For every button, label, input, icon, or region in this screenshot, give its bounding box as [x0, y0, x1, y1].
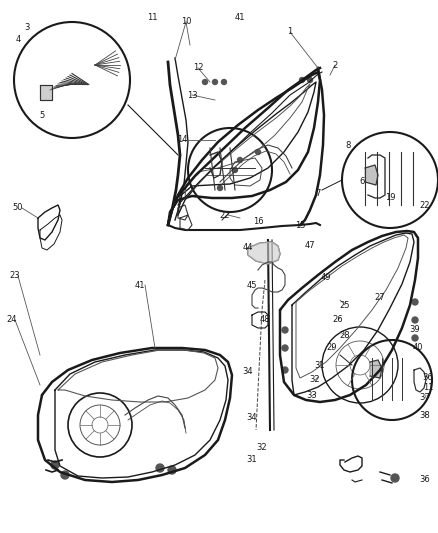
Text: 26: 26: [333, 316, 343, 325]
Text: 33: 33: [307, 392, 318, 400]
Circle shape: [156, 464, 164, 472]
Circle shape: [212, 79, 218, 85]
Text: 45: 45: [247, 280, 257, 289]
Text: 32: 32: [257, 443, 267, 453]
Text: 38: 38: [420, 410, 431, 419]
Text: 37: 37: [420, 393, 431, 402]
Text: 34: 34: [247, 414, 257, 423]
Circle shape: [282, 327, 288, 333]
Text: 15: 15: [295, 221, 305, 230]
Text: 41: 41: [235, 13, 245, 22]
Circle shape: [307, 77, 312, 83]
Text: 13: 13: [187, 91, 197, 100]
Text: 29: 29: [327, 343, 337, 352]
Circle shape: [168, 466, 176, 474]
Text: 47: 47: [305, 240, 315, 249]
Text: 32: 32: [310, 376, 320, 384]
Text: 31: 31: [314, 360, 325, 369]
Text: 44: 44: [243, 244, 253, 253]
Circle shape: [222, 79, 226, 85]
Text: 25: 25: [340, 301, 350, 310]
Circle shape: [61, 471, 69, 479]
Circle shape: [282, 367, 288, 373]
Polygon shape: [370, 360, 382, 378]
Text: 14: 14: [177, 135, 187, 144]
Text: 5: 5: [39, 110, 45, 119]
Polygon shape: [248, 242, 280, 264]
Text: 2: 2: [332, 61, 338, 69]
Text: 34: 34: [243, 367, 253, 376]
Polygon shape: [365, 165, 378, 185]
Text: 22: 22: [420, 200, 430, 209]
Text: 39: 39: [410, 326, 420, 335]
Text: 11: 11: [147, 13, 157, 22]
Text: 6: 6: [359, 177, 365, 187]
Text: 50: 50: [13, 204, 23, 213]
Text: 36: 36: [423, 374, 433, 383]
Circle shape: [202, 79, 208, 85]
Text: 23: 23: [10, 271, 20, 280]
Circle shape: [412, 335, 418, 341]
Text: 11: 11: [423, 384, 433, 392]
Text: 48: 48: [260, 316, 270, 325]
Circle shape: [391, 474, 399, 482]
Circle shape: [218, 185, 223, 190]
Polygon shape: [40, 85, 52, 100]
Circle shape: [233, 167, 237, 173]
Text: 19: 19: [385, 193, 395, 203]
Circle shape: [51, 461, 59, 469]
Text: 7: 7: [315, 189, 321, 198]
Text: 49: 49: [321, 273, 331, 282]
Circle shape: [412, 317, 418, 323]
Text: 12: 12: [193, 63, 203, 72]
Text: 40: 40: [413, 343, 423, 352]
Text: 41: 41: [135, 280, 145, 289]
Text: 3: 3: [25, 23, 30, 33]
Circle shape: [300, 77, 304, 83]
Text: 10: 10: [181, 18, 191, 27]
Text: 27: 27: [374, 294, 385, 303]
Text: 16: 16: [253, 217, 263, 227]
Text: 4: 4: [15, 36, 21, 44]
Circle shape: [255, 149, 261, 155]
Text: 1: 1: [287, 28, 293, 36]
Text: 24: 24: [7, 316, 17, 325]
Text: 22: 22: [220, 211, 230, 220]
Text: 8: 8: [345, 141, 351, 149]
Text: 28: 28: [340, 330, 350, 340]
Text: 36: 36: [420, 475, 431, 484]
Circle shape: [282, 345, 288, 351]
Circle shape: [412, 299, 418, 305]
Text: 31: 31: [247, 456, 257, 464]
Circle shape: [237, 157, 243, 163]
